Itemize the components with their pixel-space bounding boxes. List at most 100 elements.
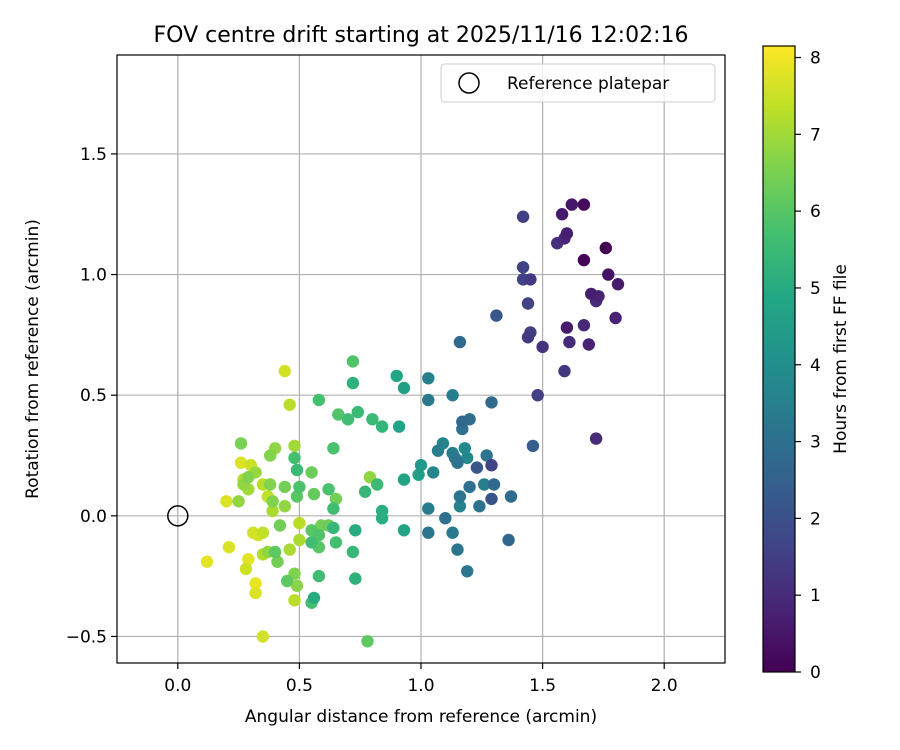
y-tick-label: 0.0 xyxy=(80,507,107,527)
colorbar-tick-label: 5 xyxy=(810,279,821,299)
data-point xyxy=(478,478,491,491)
data-point xyxy=(611,278,625,291)
data-point xyxy=(427,466,440,479)
legend: Reference platepar xyxy=(440,63,716,103)
legend-marker-icon xyxy=(458,72,480,94)
data-point xyxy=(271,555,284,568)
data-point xyxy=(293,480,306,494)
data-point xyxy=(361,635,374,648)
data-point xyxy=(431,444,445,457)
data-point xyxy=(312,393,326,407)
data-point xyxy=(293,516,306,530)
data-point xyxy=(577,253,591,267)
data-point xyxy=(234,456,248,469)
data-point xyxy=(485,459,498,472)
data-point xyxy=(358,485,372,498)
colorbar-tick-label: 1 xyxy=(810,586,821,606)
data-point xyxy=(234,437,248,450)
data-point xyxy=(456,415,469,428)
data-point xyxy=(397,381,411,395)
data-point xyxy=(397,473,411,486)
data-point xyxy=(422,393,435,407)
data-point xyxy=(329,492,343,506)
data-point xyxy=(422,502,435,515)
data-point xyxy=(266,495,279,508)
data-point xyxy=(200,555,214,568)
data-point xyxy=(422,526,435,539)
data-point xyxy=(521,331,535,344)
data-point xyxy=(307,487,321,501)
data-point xyxy=(307,591,321,605)
data-point xyxy=(281,574,294,588)
data-point xyxy=(305,536,318,549)
data-point xyxy=(461,565,474,578)
data-point xyxy=(526,439,540,453)
data-point xyxy=(609,311,622,325)
data-point xyxy=(577,319,591,332)
data-point xyxy=(524,273,537,286)
data-point xyxy=(446,389,459,402)
data-point xyxy=(439,512,452,525)
data-point xyxy=(329,536,343,549)
data-point xyxy=(490,309,503,322)
data-point xyxy=(470,461,484,474)
data-point xyxy=(290,463,304,477)
data-point xyxy=(278,500,291,513)
colorbar-ticks: 0 1 2 3 4 5 6 7 8 xyxy=(795,49,821,683)
data-point xyxy=(249,586,262,600)
colorbar-tick-label: 6 xyxy=(810,202,821,222)
data-point xyxy=(453,500,467,513)
data-point xyxy=(266,504,279,518)
y-axis-label: Rotation from reference (arcmin) xyxy=(23,219,43,499)
x-tick-label: 1.0 xyxy=(407,676,434,696)
data-point xyxy=(351,405,364,419)
data-point xyxy=(290,579,304,592)
colorbar-tick-label: 7 xyxy=(810,125,821,145)
colorbar-gradient xyxy=(762,45,796,673)
data-point xyxy=(375,512,389,525)
data-point xyxy=(602,268,615,281)
data-point xyxy=(451,543,464,556)
data-point xyxy=(327,521,340,535)
grid-lines xyxy=(117,55,725,663)
data-point xyxy=(599,241,612,255)
data-point xyxy=(560,321,574,334)
data-point xyxy=(305,466,318,479)
data-point xyxy=(485,492,498,506)
data-point xyxy=(485,396,498,409)
colorbar-tick-label: 0 xyxy=(810,663,821,683)
data-point xyxy=(222,541,236,554)
data-point xyxy=(555,208,569,221)
data-point xyxy=(463,480,476,494)
data-point xyxy=(453,335,467,349)
data-point xyxy=(446,526,459,539)
data-point xyxy=(322,483,335,496)
data-point xyxy=(458,442,471,455)
data-point xyxy=(392,420,406,433)
data-point xyxy=(516,261,530,274)
data-point xyxy=(349,572,362,585)
data-point xyxy=(390,369,403,383)
legend-box xyxy=(440,63,716,103)
data-point xyxy=(451,456,464,469)
data-point xyxy=(560,227,574,240)
data-point xyxy=(288,594,301,607)
data-point xyxy=(327,442,340,455)
data-point xyxy=(366,413,379,426)
data-point xyxy=(563,335,576,349)
data-point xyxy=(327,502,340,515)
data-point xyxy=(397,524,411,537)
data-point xyxy=(346,376,360,390)
data-points xyxy=(200,198,625,648)
data-point xyxy=(332,408,345,421)
data-point xyxy=(249,577,262,590)
y-tick-label: 0.5 xyxy=(80,386,107,406)
data-point xyxy=(375,420,389,433)
data-point xyxy=(256,630,270,643)
data-point xyxy=(536,340,549,354)
data-point xyxy=(290,490,304,503)
data-point xyxy=(242,553,255,566)
data-point xyxy=(264,449,277,462)
colorbar: 0 1 2 3 4 5 6 7 8 Hours from first FF file xyxy=(762,45,851,683)
